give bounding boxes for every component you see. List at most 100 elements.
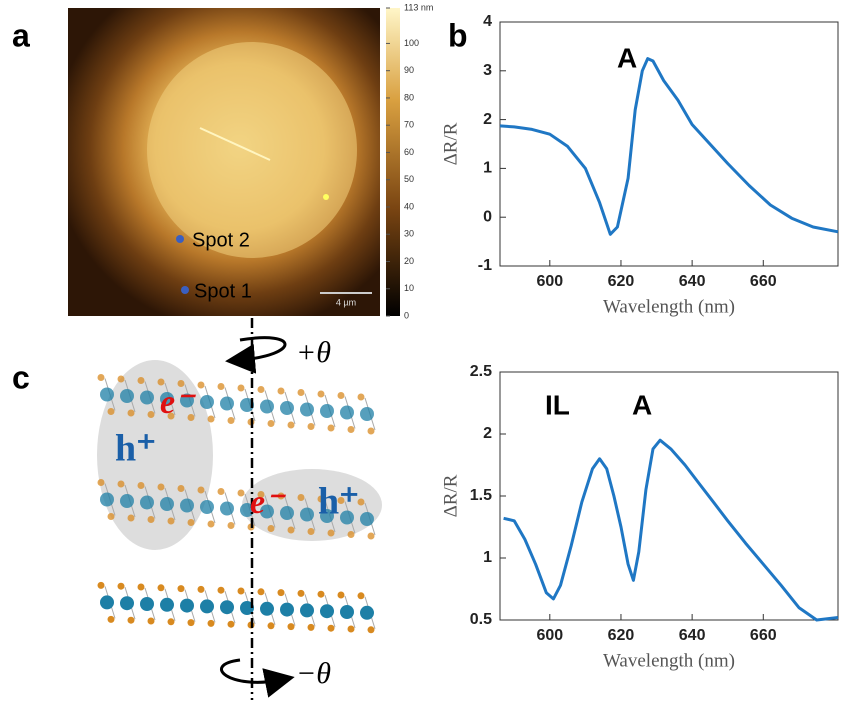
atom (108, 513, 115, 520)
atom (168, 618, 175, 625)
atom (368, 626, 375, 633)
atom (238, 588, 245, 595)
data-line (504, 440, 838, 620)
atom (320, 404, 334, 418)
carrier-label: e⁻ (250, 484, 286, 521)
carrier-label: e⁻ (160, 384, 196, 421)
y-tick-label: 1.5 (470, 487, 492, 504)
x-tick-label: 660 (750, 273, 777, 290)
atom (140, 496, 154, 510)
atom (300, 403, 314, 417)
x-tick-label: 620 (608, 627, 635, 644)
atom (300, 508, 314, 522)
afm-image: Spot 2 Spot 1 4 µm (68, 8, 400, 316)
atom (138, 482, 145, 489)
x-axis-label: Wavelength (nm) (603, 650, 735, 671)
atom (358, 592, 365, 599)
atom (208, 620, 215, 627)
atom (148, 618, 155, 625)
atom (188, 519, 195, 526)
atom (328, 625, 335, 632)
atom (318, 391, 325, 398)
atom (140, 597, 154, 611)
atom (340, 605, 354, 619)
atom (120, 389, 134, 403)
colorbar-tick-label: 60 (404, 147, 414, 157)
colorbar-tick-label: 113 nm (404, 2, 433, 12)
atom (228, 417, 235, 424)
atom (338, 392, 345, 399)
atom (258, 386, 265, 393)
atom (308, 528, 315, 535)
atom (138, 584, 145, 591)
panel-label: b (448, 17, 468, 53)
figure: Spot 2 Spot 1 4 µm +θ −θ e⁻ h⁺ e⁻ h⁺ a b… (0, 0, 846, 703)
atom (298, 494, 305, 501)
atom (268, 420, 275, 427)
atom (128, 410, 135, 417)
colorbar-tick-label: 80 (404, 92, 414, 102)
x-tick-label: 640 (679, 627, 706, 644)
atom (118, 376, 125, 383)
atom (278, 589, 285, 596)
atom (98, 582, 105, 589)
atom (308, 624, 315, 631)
atom (228, 621, 235, 628)
atom (160, 497, 174, 511)
atom (200, 599, 214, 613)
scale-bar-label: 4 µm (336, 297, 356, 307)
panel-label: c (12, 359, 30, 395)
atom (158, 484, 165, 491)
x-tick-label: 600 (536, 273, 563, 290)
atom (178, 485, 185, 492)
twist-label: −θ (296, 657, 331, 690)
atom (260, 602, 274, 616)
atom (208, 521, 215, 528)
atom (118, 481, 125, 488)
atom (118, 583, 125, 590)
atom (238, 385, 245, 392)
y-tick-label: -1 (478, 257, 492, 274)
atom (368, 533, 375, 540)
atom (140, 391, 154, 405)
colorbar-tick-label: 50 (404, 174, 414, 184)
atom (100, 493, 114, 507)
atom (348, 531, 355, 538)
atom (278, 388, 285, 395)
atom (160, 598, 174, 612)
atom (108, 408, 115, 415)
colorbar-tick-label: 100 (404, 38, 419, 48)
atom (320, 604, 334, 618)
atom (128, 617, 135, 624)
panel-label: a (12, 17, 30, 53)
atom (198, 586, 205, 593)
colorbar (386, 8, 400, 316)
spot-label: Spot 2 (192, 229, 250, 251)
atom (360, 606, 374, 620)
atom (348, 426, 355, 433)
atom (318, 591, 325, 598)
atom (188, 619, 195, 626)
atom (358, 394, 365, 401)
plot-frame (500, 22, 838, 266)
atom (208, 416, 215, 423)
atom (340, 406, 354, 420)
atom (360, 407, 374, 421)
colorbar-tick-label: 20 (404, 256, 414, 266)
atom (280, 603, 294, 617)
atom (100, 388, 114, 402)
y-tick-label: 1 (483, 549, 492, 566)
colorbar-tick-label: 0 (404, 310, 409, 320)
atom (98, 479, 105, 486)
atom (148, 411, 155, 418)
atom (120, 596, 134, 610)
atom (200, 500, 214, 514)
atom (198, 382, 205, 389)
atom (298, 590, 305, 597)
atom (328, 530, 335, 537)
atom (108, 616, 115, 623)
atom (180, 499, 194, 513)
x-tick-label: 640 (679, 273, 706, 290)
colorbar-tick-label: 40 (404, 201, 414, 211)
atom (158, 584, 165, 591)
